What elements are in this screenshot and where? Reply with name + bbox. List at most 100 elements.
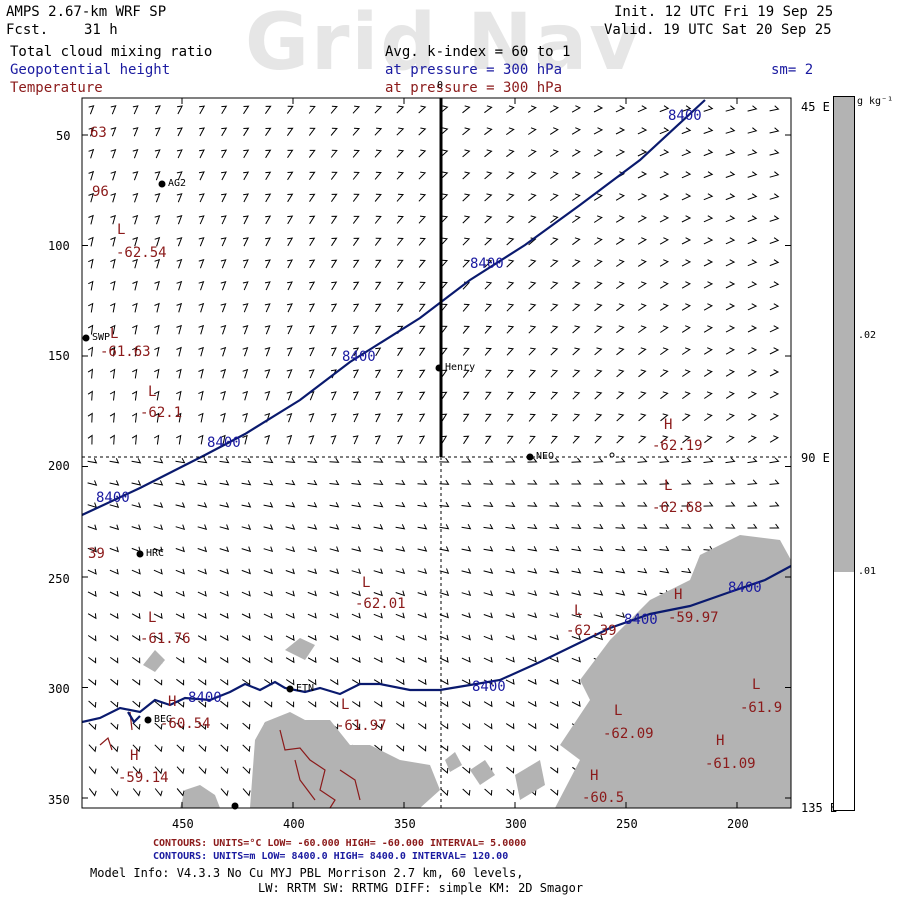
wind-barb bbox=[659, 237, 669, 245]
wind-barb bbox=[747, 127, 758, 134]
wind-barb bbox=[637, 171, 648, 179]
wind-barb bbox=[550, 215, 559, 224]
center-value: -62.09 bbox=[603, 726, 654, 742]
wind-barb bbox=[331, 259, 338, 269]
wind-barb bbox=[659, 105, 670, 113]
wind-barb bbox=[528, 391, 537, 400]
wind-barb bbox=[461, 546, 472, 552]
wind-barb bbox=[747, 391, 757, 399]
wind-barb bbox=[506, 237, 515, 246]
wind-barb bbox=[175, 502, 186, 508]
wind-barb bbox=[660, 435, 669, 444]
wind-barb bbox=[395, 546, 406, 552]
wind-barb bbox=[528, 281, 537, 290]
wind-barb bbox=[219, 657, 229, 664]
wind-barb bbox=[506, 744, 515, 752]
wind-barb bbox=[484, 303, 493, 312]
fcst-value: 31 h bbox=[84, 22, 118, 38]
wind-barb bbox=[681, 281, 691, 289]
wind-barb bbox=[373, 524, 384, 530]
wind-barb bbox=[175, 613, 185, 619]
wind-barb bbox=[374, 193, 382, 202]
wind-barb bbox=[484, 237, 493, 246]
top-tick-label: 0 bbox=[437, 80, 444, 91]
wind-barb bbox=[461, 501, 472, 508]
wind-barb bbox=[176, 700, 185, 708]
wind-barb bbox=[286, 127, 294, 136]
wind-barb bbox=[681, 105, 692, 112]
wind-barb bbox=[703, 237, 714, 245]
wind-barb bbox=[439, 590, 450, 597]
wind-barb bbox=[703, 523, 714, 529]
wind-barb bbox=[87, 324, 94, 335]
wind-barb bbox=[132, 149, 139, 159]
wind-barb bbox=[241, 590, 251, 597]
wind-barb bbox=[549, 612, 560, 619]
colorbar-label: .01 bbox=[858, 566, 877, 577]
wind-barb bbox=[659, 171, 670, 179]
wind-barb bbox=[571, 479, 582, 485]
wind-barb bbox=[309, 193, 316, 202]
wind-barb bbox=[615, 457, 626, 463]
wind-barb bbox=[243, 215, 249, 225]
wind-barb bbox=[88, 192, 94, 203]
wind-barb bbox=[220, 434, 226, 445]
wind-barb bbox=[769, 127, 780, 134]
wind-barb bbox=[550, 193, 559, 202]
wind-barb bbox=[175, 657, 185, 664]
wind-barb bbox=[154, 346, 160, 357]
wind-barb bbox=[419, 435, 426, 445]
wind-barb bbox=[154, 127, 161, 137]
colorbar-lower-band bbox=[834, 572, 854, 810]
wind-barb bbox=[571, 171, 581, 179]
wind-barb bbox=[615, 127, 626, 135]
wind-barb bbox=[725, 149, 736, 156]
wind-barb bbox=[439, 546, 450, 552]
wind-barb bbox=[87, 368, 93, 379]
wind-barb bbox=[329, 612, 339, 619]
wind-barb bbox=[286, 369, 293, 379]
wind-barb bbox=[329, 479, 340, 486]
wind-barb bbox=[176, 390, 182, 401]
center-symbol: L bbox=[614, 703, 623, 719]
wind-barb bbox=[528, 237, 537, 246]
wind-barb bbox=[725, 303, 736, 311]
wind-barb bbox=[417, 546, 428, 552]
wind-barb bbox=[307, 502, 318, 508]
wind-barb bbox=[528, 303, 537, 312]
field-shaded: Total cloud mixing ratio bbox=[10, 44, 213, 60]
wind-barb bbox=[87, 591, 97, 597]
wind-barb bbox=[703, 193, 714, 201]
wind-barb bbox=[395, 634, 405, 641]
wind-barb bbox=[110, 788, 119, 797]
wind-barb bbox=[395, 568, 406, 574]
wind-barb bbox=[242, 434, 248, 445]
wind-barb bbox=[198, 193, 205, 203]
wind-barb bbox=[153, 635, 163, 642]
wind-barb bbox=[331, 325, 337, 335]
wind-barb bbox=[286, 347, 293, 357]
wind-barb bbox=[352, 215, 360, 224]
wind-barb bbox=[132, 700, 141, 708]
smoothing: sm= 2 bbox=[771, 62, 814, 78]
wind-barb bbox=[461, 568, 472, 574]
wind-barb bbox=[197, 657, 207, 664]
wind-barb bbox=[87, 568, 97, 575]
wind-barb bbox=[110, 258, 116, 269]
wind-barb bbox=[154, 215, 161, 225]
wind-barb bbox=[528, 193, 537, 202]
x-tick-label: 350 bbox=[394, 817, 416, 831]
wind-barb bbox=[198, 346, 204, 357]
wind-barb bbox=[197, 590, 207, 597]
wind-barb bbox=[221, 149, 228, 159]
center-symbol: L bbox=[148, 610, 157, 626]
wind-barb bbox=[241, 635, 251, 642]
wind-barb bbox=[681, 193, 692, 201]
wind-barb bbox=[110, 700, 119, 708]
wind-barb bbox=[747, 237, 758, 245]
colorbar-label: .02 bbox=[858, 330, 877, 341]
wind-barb bbox=[352, 171, 360, 180]
wind-barb bbox=[243, 171, 250, 181]
wind-barb bbox=[374, 215, 382, 224]
